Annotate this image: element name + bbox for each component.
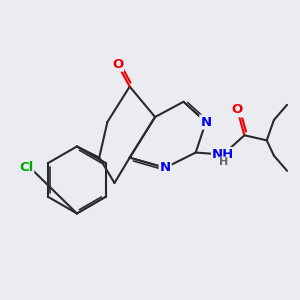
Text: Cl: Cl [19, 161, 33, 174]
Text: NH: NH [212, 148, 234, 161]
Text: N: N [200, 116, 211, 129]
Text: H: H [219, 157, 229, 167]
Text: O: O [112, 58, 123, 71]
Text: O: O [232, 103, 243, 116]
Text: N: N [160, 161, 171, 174]
